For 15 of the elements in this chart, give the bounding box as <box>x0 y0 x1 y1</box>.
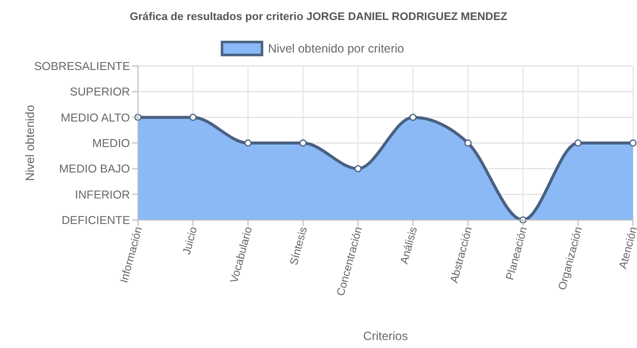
category-label: MEDIO BAJO <box>59 164 130 176</box>
x-axis-title: Criterios <box>363 329 408 343</box>
category-label: SOBRESALIENTE <box>34 61 130 73</box>
x-tick-label: Atención <box>617 226 637 270</box>
category-label: MEDIO <box>92 138 130 150</box>
x-tick-label: Síntesis <box>288 225 310 267</box>
text: Nivel obtenido <box>23 104 37 182</box>
legend-label: Nivel obtenido por criterio <box>268 42 404 56</box>
category-label: INFERIOR <box>75 189 130 202</box>
x-tick-label: Análisis <box>398 225 420 266</box>
category-label: DEFICIENTE <box>62 215 130 227</box>
chart-title: Gráfica de resultados por criterio JORGE DANIEL RODRIGUEZ MENDEZ <box>130 11 508 23</box>
x-tick-label: Juicio <box>181 226 200 256</box>
category-label: MEDIO ALTO <box>60 112 130 124</box>
category-label: SUPERIOR <box>70 86 130 99</box>
